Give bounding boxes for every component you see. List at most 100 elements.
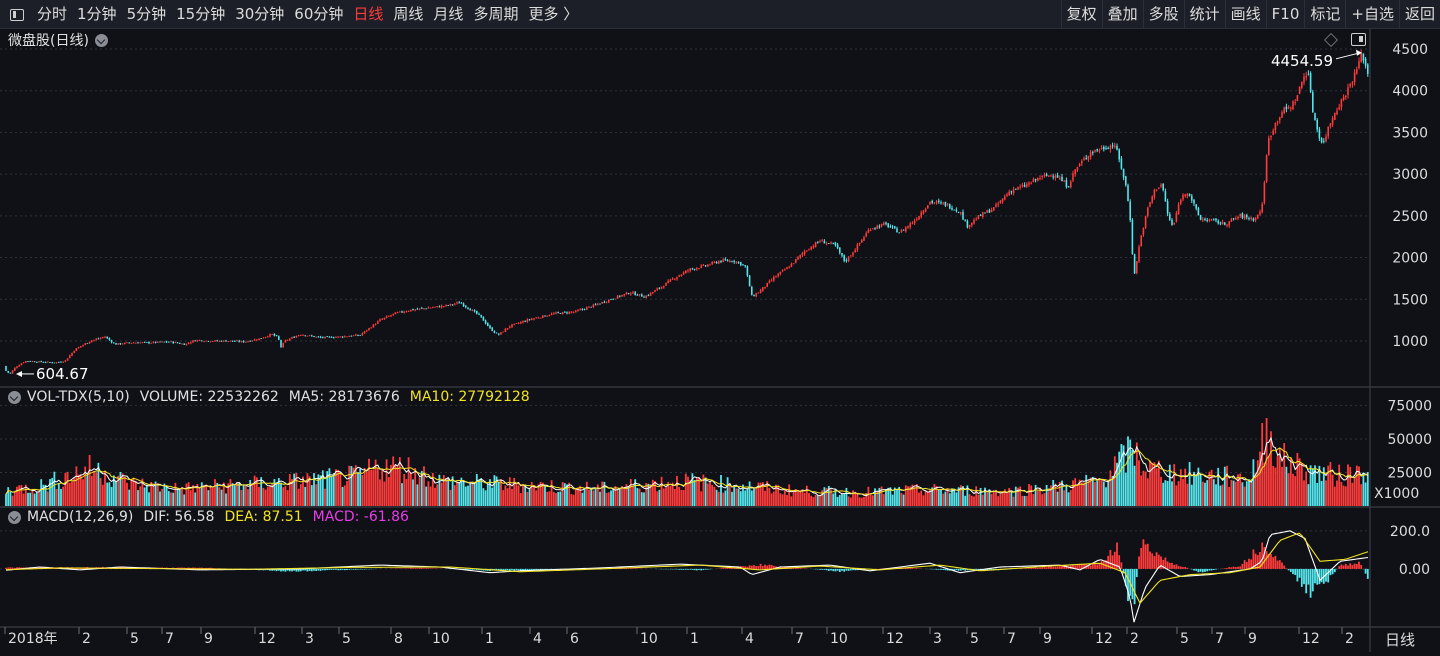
- candle-body: [887, 224, 889, 228]
- period-tab-7[interactable]: 周线: [388, 0, 428, 29]
- macd-histogram-bar: [307, 569, 309, 572]
- tool-button-4[interactable]: 画线: [1225, 0, 1266, 29]
- candle-body: [386, 316, 388, 318]
- macd-histogram-bar: [1352, 565, 1354, 569]
- macd-histogram-bar: [1180, 566, 1182, 568]
- volume-bar: [276, 482, 278, 506]
- candle-body: [47, 362, 49, 363]
- candle-body: [760, 290, 762, 293]
- volume-bar: [362, 475, 364, 506]
- candle-body: [707, 265, 709, 267]
- macd-histogram-bar: [1048, 567, 1050, 569]
- tool-button-0[interactable]: 复权: [1061, 0, 1102, 29]
- candle-body: [762, 287, 764, 290]
- volume-bar: [441, 483, 443, 506]
- macd-histogram-bar: [421, 568, 423, 569]
- tool-button-5[interactable]: F10: [1266, 0, 1305, 29]
- period-tab-3[interactable]: 15分钟: [171, 0, 230, 29]
- chevron-down-icon[interactable]: [95, 34, 108, 47]
- candle-body: [810, 247, 812, 250]
- candle-body: [155, 342, 157, 343]
- candle-body: [714, 262, 716, 263]
- chevron-down-icon[interactable]: [8, 511, 21, 524]
- volume-bar: [586, 482, 588, 506]
- macd-panel-title: MACD(12,26,9) DIF: 56.58 DEA: 87.51 MACD…: [8, 509, 419, 525]
- macd-histogram-bar: [469, 569, 471, 570]
- candle-body: [1272, 130, 1274, 135]
- macd-histogram-bar: [1121, 562, 1123, 569]
- period-tab-9[interactable]: 多周期: [468, 0, 523, 29]
- volume-bar: [683, 490, 685, 506]
- sidebar-toggle-icon[interactable]: [10, 9, 24, 21]
- volume-bar: [1215, 484, 1217, 506]
- tool-button-6[interactable]: 标记: [1304, 0, 1345, 29]
- volume-bar: [824, 487, 826, 506]
- volume-bar: [168, 491, 170, 506]
- volume-bar: [1246, 481, 1248, 506]
- volume-value: VOLUME: 22532262: [140, 389, 279, 405]
- volume-bar: [1338, 465, 1340, 506]
- candle-body: [909, 223, 911, 227]
- candle-body: [1066, 180, 1068, 187]
- candle-body: [659, 288, 661, 289]
- volume-bar: [95, 472, 97, 506]
- candle-body: [729, 261, 731, 262]
- period-tab-5[interactable]: 60分钟: [289, 0, 348, 29]
- volume-bar: [205, 486, 207, 506]
- tool-button-1[interactable]: 叠加: [1102, 0, 1143, 29]
- candle-body: [945, 202, 947, 206]
- candle-body: [1074, 170, 1076, 175]
- candle-body: [1092, 152, 1094, 153]
- tool-button-3[interactable]: 统计: [1184, 0, 1225, 29]
- chevron-down-icon[interactable]: [8, 391, 21, 404]
- macd-histogram-bar: [1248, 559, 1250, 569]
- candle-body: [260, 338, 262, 339]
- period-tab-1[interactable]: 1分钟: [72, 0, 122, 29]
- candle-body: [287, 340, 289, 341]
- volume-bar: [1019, 486, 1021, 506]
- volume-bar: [1063, 490, 1065, 506]
- candle-body: [1316, 120, 1318, 129]
- volume-bar: [1195, 475, 1197, 506]
- macd-histogram-bar: [755, 566, 757, 569]
- tool-button-2[interactable]: 多股: [1143, 0, 1184, 29]
- period-tab-2[interactable]: 5分钟: [122, 0, 172, 29]
- volume-bar: [287, 490, 289, 506]
- candle-body: [78, 347, 80, 348]
- candle-body: [219, 341, 221, 342]
- volume-bar: [934, 484, 936, 506]
- volume-bar: [214, 479, 216, 506]
- candle-body: [890, 226, 892, 227]
- macd-histogram-bar: [1272, 557, 1274, 569]
- candle-body: [62, 362, 64, 363]
- volume-bar: [1217, 468, 1219, 506]
- candle-body: [1319, 129, 1321, 138]
- candle-body: [245, 342, 247, 343]
- volume-bar: [445, 478, 447, 506]
- period-tab-8[interactable]: 月线: [428, 0, 468, 29]
- macd-histogram-bar: [1182, 567, 1184, 569]
- macd-histogram-bar: [1035, 568, 1037, 569]
- macd-histogram-bar: [762, 566, 764, 569]
- time-tick-label: 2: [1130, 631, 1139, 647]
- candle-body: [1266, 155, 1268, 181]
- macd-histogram-bar: [1116, 542, 1118, 568]
- period-tab-6[interactable]: 日线: [348, 0, 388, 29]
- period-tab-0[interactable]: 分时: [32, 0, 72, 29]
- period-tab-4[interactable]: 30分钟: [230, 0, 289, 29]
- candle-body: [362, 333, 364, 335]
- candle-body: [243, 341, 245, 342]
- macd-histogram-bar: [940, 569, 942, 570]
- panel-layout-icon[interactable]: [1351, 33, 1366, 46]
- candle-body: [579, 309, 581, 310]
- volume-bar: [89, 455, 91, 506]
- candle-body: [1176, 213, 1178, 222]
- main-panel-title[interactable]: 微盘股(日线): [8, 30, 114, 50]
- tool-button-8[interactable]: 返回: [1399, 0, 1440, 29]
- tool-button-7[interactable]: +自选: [1345, 0, 1399, 29]
- volume-bar: [747, 489, 749, 506]
- macd-histogram-bar: [681, 569, 683, 570]
- volume-bar: [535, 490, 537, 506]
- period-tab-10[interactable]: 更多 〉: [523, 0, 583, 29]
